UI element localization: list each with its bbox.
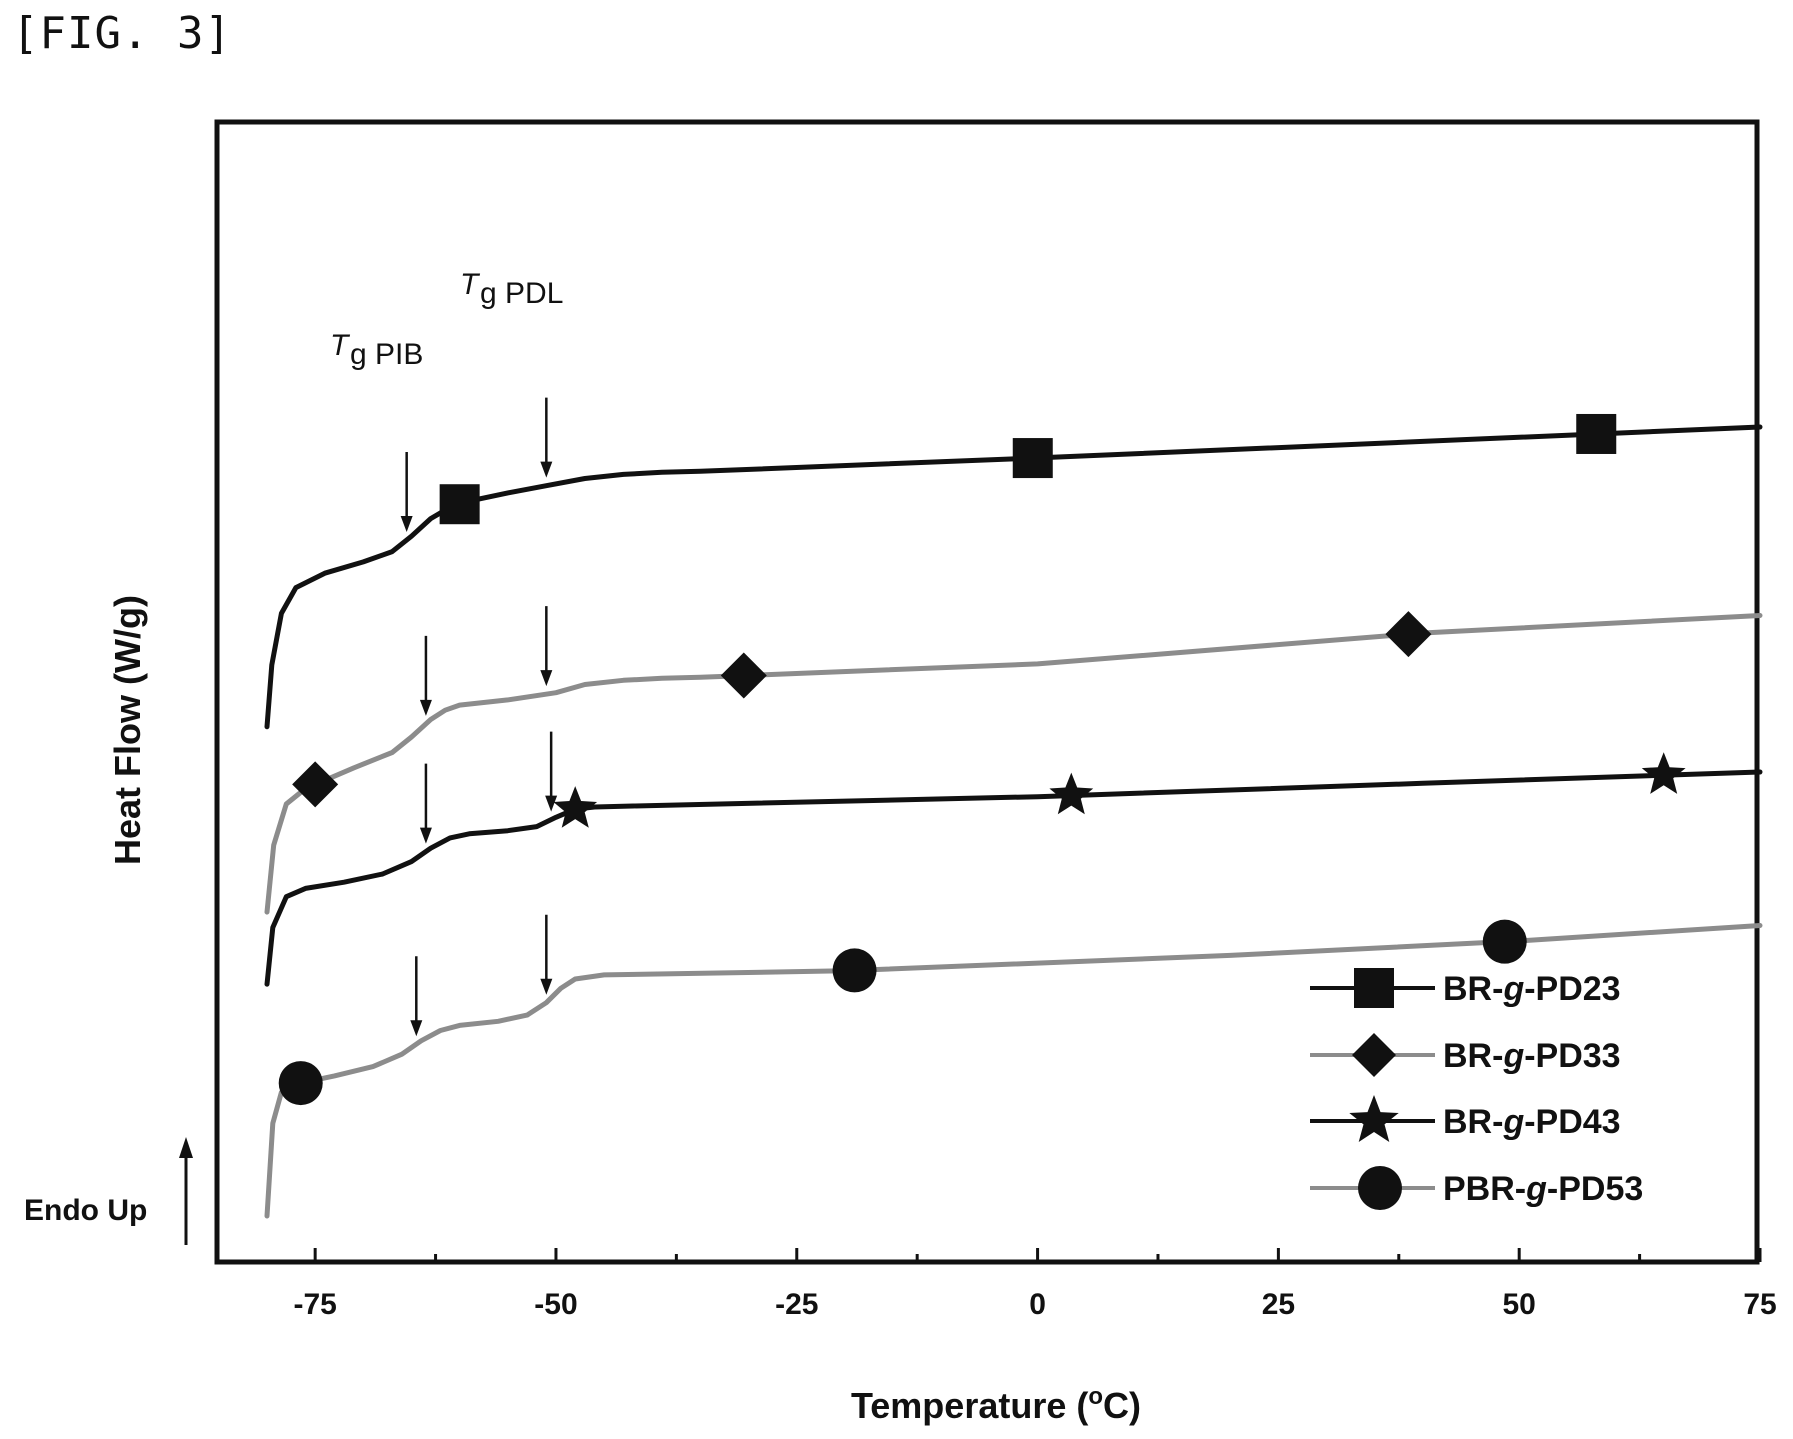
series-layer <box>264 413 1763 1219</box>
tg-pdl-subscript: g PDL <box>480 277 563 310</box>
x-axis-title: Temperature (oC) <box>851 1383 1141 1426</box>
tg-arrow-layer <box>400 397 558 1037</box>
star-marker <box>1641 752 1686 794</box>
tg-arrow <box>545 731 558 812</box>
star-marker <box>1349 1095 1399 1142</box>
series-pbr-g-pd53 <box>264 919 1763 1219</box>
diamond-marker <box>1352 1033 1396 1077</box>
series-line <box>264 613 1763 915</box>
plot-frame <box>214 119 1760 1265</box>
circle-marker <box>1482 919 1527 964</box>
legend: BR-g-PD23 BR-g-PD33 BR-g-PD43 PBR-g-PD53 <box>1310 968 1643 1210</box>
diamond-marker <box>720 652 767 699</box>
endo-up-arrow <box>179 1137 193 1245</box>
tg-arrow <box>410 956 423 1037</box>
y-axis-title: Heat Flow (W/g) <box>107 595 148 865</box>
star-marker <box>1049 772 1094 815</box>
x-tick-label: -75 <box>293 1288 336 1321</box>
diamond-marker <box>292 761 339 808</box>
svg-text:BR-g-PD33: BR-g-PD33 <box>1443 1037 1621 1075</box>
legend-item-br-g-pd43: BR-g-PD43 <box>1310 1095 1621 1142</box>
legend-item-br-g-pd33: BR-g-PD33 <box>1310 1033 1621 1077</box>
tg-pdl-label: T <box>460 268 481 301</box>
square-marker <box>439 484 480 525</box>
square-marker <box>1354 968 1394 1008</box>
tg-arrow <box>540 606 553 687</box>
x-axis-title-pre: Temperature ( <box>851 1385 1088 1426</box>
star-marker <box>553 786 598 828</box>
square-marker <box>1576 413 1617 454</box>
figure-label: [FIG. 3] <box>12 8 232 59</box>
legend-item-br-g-pd23: BR-g-PD23 <box>1310 968 1621 1008</box>
legend-item-pbr-g-pd53: PBR-g-PD53 <box>1310 1166 1643 1210</box>
x-tick-label: 0 <box>1029 1288 1046 1321</box>
x-axis-ticks: -75 -50 -25 0 25 50 75 <box>293 1248 1777 1321</box>
tg-arrow <box>419 763 432 844</box>
circle-marker <box>278 1061 323 1106</box>
circle-marker <box>832 948 877 993</box>
diamond-marker <box>1385 611 1432 658</box>
x-axis-title-sup: o <box>1088 1383 1103 1410</box>
tg-pib-subscript: g PIB <box>350 338 423 371</box>
series-br-g-pd33 <box>264 611 1763 915</box>
square-marker <box>1012 438 1053 479</box>
x-tick-label: 75 <box>1743 1288 1776 1321</box>
x-tick-label: -25 <box>775 1288 818 1321</box>
x-axis-title-post: C) <box>1103 1385 1141 1426</box>
tg-arrow <box>400 452 413 533</box>
x-tick-label: 25 <box>1262 1288 1295 1321</box>
x-tick-label: -50 <box>534 1288 577 1321</box>
series-br-g-pd23 <box>264 413 1763 730</box>
svg-text:PBR-g-PD53: PBR-g-PD53 <box>1443 1170 1643 1208</box>
x-tick-label: 50 <box>1503 1288 1536 1321</box>
series-line <box>264 769 1763 987</box>
endo-up-label: Endo Up <box>24 1194 147 1227</box>
svg-text:BR-g-PD23: BR-g-PD23 <box>1443 970 1621 1008</box>
tg-arrow <box>540 914 553 995</box>
svg-text:BR-g-PD43: BR-g-PD43 <box>1443 1103 1621 1141</box>
tg-arrow <box>540 397 553 478</box>
tg-pib-label: T <box>330 329 351 362</box>
tg-arrow <box>419 635 432 716</box>
series-br-g-pd43 <box>264 752 1763 987</box>
circle-marker <box>1358 1166 1402 1210</box>
